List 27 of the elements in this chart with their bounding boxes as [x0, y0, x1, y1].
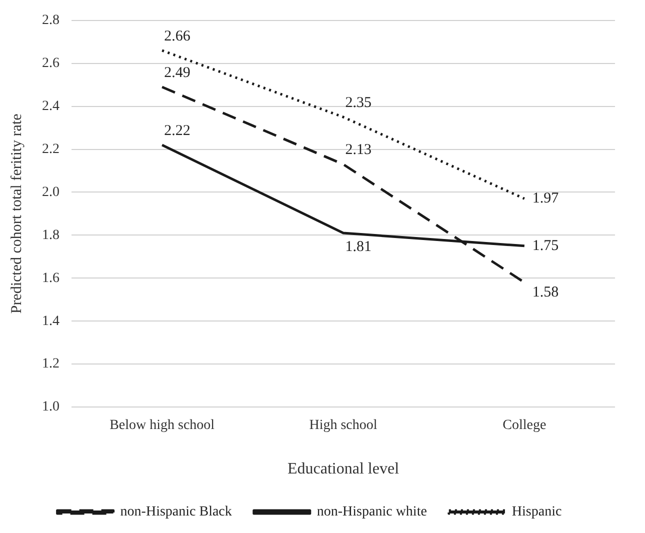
legend-label: non-Hispanic Black	[120, 504, 232, 520]
data-label: 2.22	[164, 122, 190, 139]
x-tick-label: Below high school	[110, 418, 215, 434]
x-axis-title: Educational level	[287, 460, 400, 478]
data-label: 2.66	[164, 28, 191, 44]
data-label: 2.35	[345, 94, 372, 111]
legend-label: Hispanic	[512, 504, 562, 520]
y-tick-label: 2.0	[42, 184, 60, 200]
data-label: 1.75	[532, 238, 559, 254]
y-tick-label: 1.2	[42, 356, 60, 372]
y-tick-label: 1.6	[42, 270, 60, 286]
y-tick-label: 2.8	[42, 13, 60, 28]
y-tick-label: 2.4	[42, 98, 60, 114]
data-label: 1.58	[532, 284, 559, 300]
data-label: 1.97	[532, 190, 560, 207]
data-label: 2.49	[164, 64, 190, 81]
y-tick-label: 2.2	[42, 142, 60, 157]
y-tick-label: 1.4	[42, 314, 60, 329]
y-tick-label: 1.0	[42, 400, 60, 415]
x-tick-label: High school	[309, 418, 378, 434]
y-axis-title: Predicted cohort total feritity rate	[8, 113, 25, 314]
data-label: 1.81	[345, 238, 372, 255]
y-tick-label: 1.8	[42, 228, 60, 243]
legend-label: non-Hispanic white	[316, 504, 427, 520]
data-label: 2.13	[345, 142, 372, 158]
x-tick-label: College	[502, 418, 546, 434]
y-tick-label: 2.6	[42, 56, 60, 72]
